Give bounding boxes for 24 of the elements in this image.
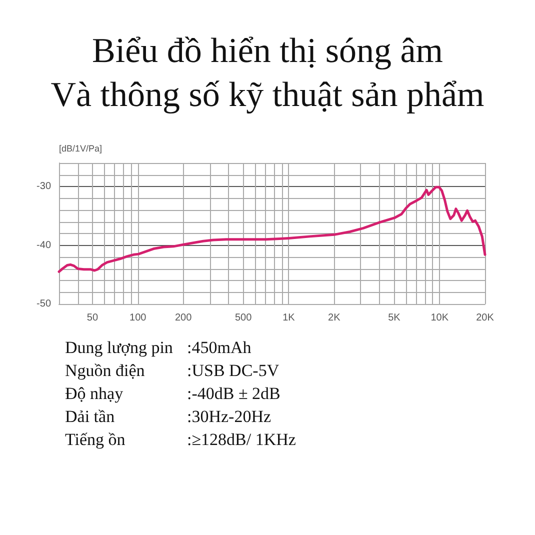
x-tick-label: 50	[86, 312, 98, 324]
text: Độ nhạy	[65, 383, 124, 405]
y-tick-label: -50	[36, 298, 52, 310]
text: Nguồn điện	[65, 360, 146, 382]
text: Dải tần	[65, 406, 116, 428]
x-tick-label: 20K	[476, 312, 494, 324]
text: :450mAh	[187, 337, 252, 359]
y-tick-label: -30	[36, 181, 52, 192]
x-tick-label: 1K	[282, 312, 296, 324]
y-tick-label: -40	[36, 240, 52, 251]
x-tick-label: 5K	[388, 312, 401, 324]
x-tick-label: 100	[130, 312, 147, 324]
x-tick-label: 500	[234, 312, 252, 324]
x-tick-label: 10K	[430, 312, 449, 324]
x-tick-label: 200	[174, 312, 192, 324]
text: :30Hz-20Hz	[187, 406, 272, 428]
y-axis-title: [dB/1V/Pa]	[59, 144, 102, 154]
x-tick-label: 2K	[328, 312, 341, 324]
text: :USB DC-5V	[187, 360, 280, 382]
text: :-40dB ± 2dB	[187, 383, 282, 405]
text: :≥128dB/ 1KHz	[187, 429, 296, 451]
chart-title: Biểu đồ hiển thị sóng âm Và thông số kỹ thuật sản phẩm	[50, 30, 486, 116]
text: Tiếng ồn	[65, 429, 126, 451]
text: Dung lượng pin	[65, 337, 174, 359]
